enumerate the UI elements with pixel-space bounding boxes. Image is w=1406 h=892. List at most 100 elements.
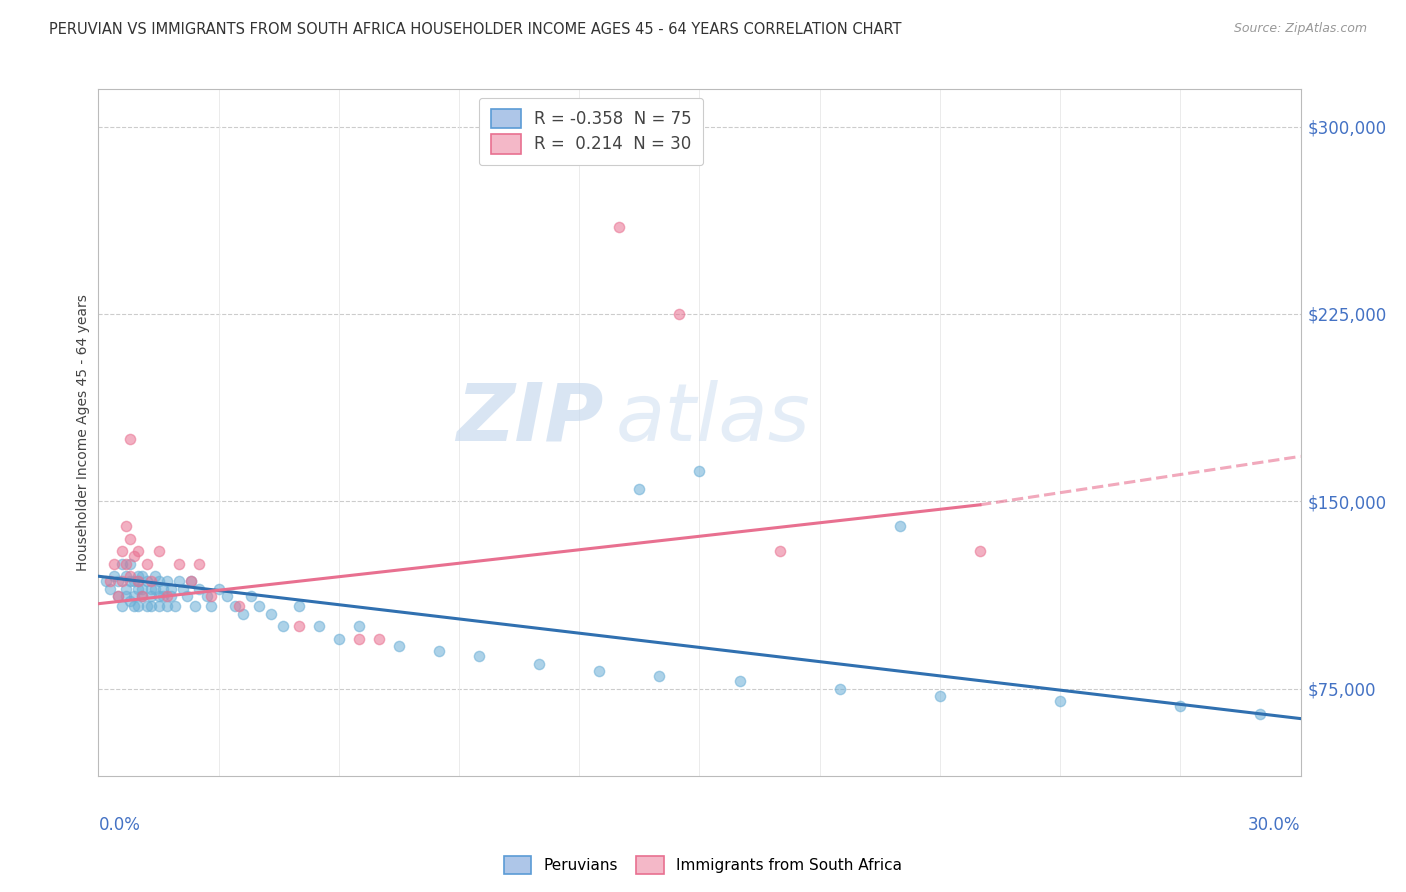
Point	[135, 599, 157, 614]
Point	[120, 569, 142, 583]
Point	[120, 574, 142, 589]
Point	[969, 544, 991, 558]
Legend: Peruvians, Immigrants from South Africa: Peruvians, Immigrants from South Africa	[498, 850, 908, 880]
Point	[648, 669, 671, 683]
Point	[148, 544, 170, 558]
Point	[100, 574, 122, 589]
Point	[288, 619, 311, 633]
Point	[172, 582, 194, 596]
Point	[120, 557, 142, 571]
Point	[128, 599, 150, 614]
Point	[135, 557, 157, 571]
Point	[228, 599, 250, 614]
Point	[159, 582, 181, 596]
Point	[111, 557, 134, 571]
Point	[124, 589, 146, 603]
Point	[167, 557, 190, 571]
Point	[115, 569, 138, 583]
Point	[131, 589, 153, 603]
Point	[1250, 706, 1272, 721]
Point	[111, 574, 134, 589]
Point	[139, 574, 162, 589]
Point	[388, 639, 411, 653]
Point	[215, 589, 238, 603]
Point	[260, 607, 283, 621]
Point	[107, 589, 129, 603]
Point	[609, 219, 631, 234]
Point	[124, 549, 146, 564]
Point	[115, 589, 138, 603]
Point	[120, 594, 142, 608]
Point	[128, 582, 150, 596]
Y-axis label: Householder Income Ages 45 - 64 years: Householder Income Ages 45 - 64 years	[76, 294, 90, 571]
Text: 30.0%: 30.0%	[1249, 816, 1301, 834]
Point	[148, 574, 170, 589]
Point	[180, 574, 202, 589]
Point	[103, 557, 125, 571]
Point	[131, 569, 153, 583]
Point	[159, 589, 181, 603]
Point	[232, 607, 254, 621]
Point	[288, 599, 311, 614]
Point	[195, 589, 218, 603]
Point	[120, 532, 142, 546]
Point	[167, 574, 190, 589]
Point	[152, 582, 174, 596]
Point	[103, 569, 125, 583]
Point	[120, 432, 142, 446]
Point	[529, 657, 551, 671]
Text: 0.0%: 0.0%	[98, 816, 141, 834]
Point	[139, 599, 162, 614]
Point	[124, 599, 146, 614]
Point	[247, 599, 270, 614]
Point	[368, 632, 391, 646]
Text: atlas: atlas	[616, 380, 810, 458]
Point	[187, 582, 209, 596]
Point	[163, 599, 186, 614]
Point	[131, 589, 153, 603]
Legend: R = -0.358  N = 75, R =  0.214  N = 30: R = -0.358 N = 75, R = 0.214 N = 30	[479, 97, 703, 165]
Point	[271, 619, 294, 633]
Point	[155, 589, 177, 603]
Point	[347, 619, 370, 633]
Point	[107, 589, 129, 603]
Point	[124, 574, 146, 589]
Point	[115, 519, 138, 533]
Point	[107, 574, 129, 589]
Point	[128, 544, 150, 558]
Point	[152, 589, 174, 603]
Point	[427, 644, 450, 658]
Point	[135, 574, 157, 589]
Point	[180, 574, 202, 589]
Point	[468, 649, 491, 664]
Point	[929, 689, 952, 703]
Point	[100, 582, 122, 596]
Point	[148, 599, 170, 614]
Point	[96, 574, 118, 589]
Point	[200, 599, 222, 614]
Point	[131, 582, 153, 596]
Point	[143, 569, 166, 583]
Point	[628, 482, 651, 496]
Point	[1170, 699, 1192, 714]
Text: ZIP: ZIP	[456, 380, 603, 458]
Point	[828, 681, 851, 696]
Point	[115, 557, 138, 571]
Point	[728, 674, 751, 689]
Point	[187, 557, 209, 571]
Point	[128, 574, 150, 589]
Point	[239, 589, 262, 603]
Point	[111, 599, 134, 614]
Point	[347, 632, 370, 646]
Point	[128, 569, 150, 583]
Point	[689, 464, 711, 478]
Point	[128, 574, 150, 589]
Point	[588, 664, 610, 678]
Point	[308, 619, 330, 633]
Point	[176, 589, 198, 603]
Text: Source: ZipAtlas.com: Source: ZipAtlas.com	[1233, 22, 1367, 36]
Point	[155, 599, 177, 614]
Point	[1049, 694, 1071, 708]
Point	[115, 582, 138, 596]
Point	[143, 582, 166, 596]
